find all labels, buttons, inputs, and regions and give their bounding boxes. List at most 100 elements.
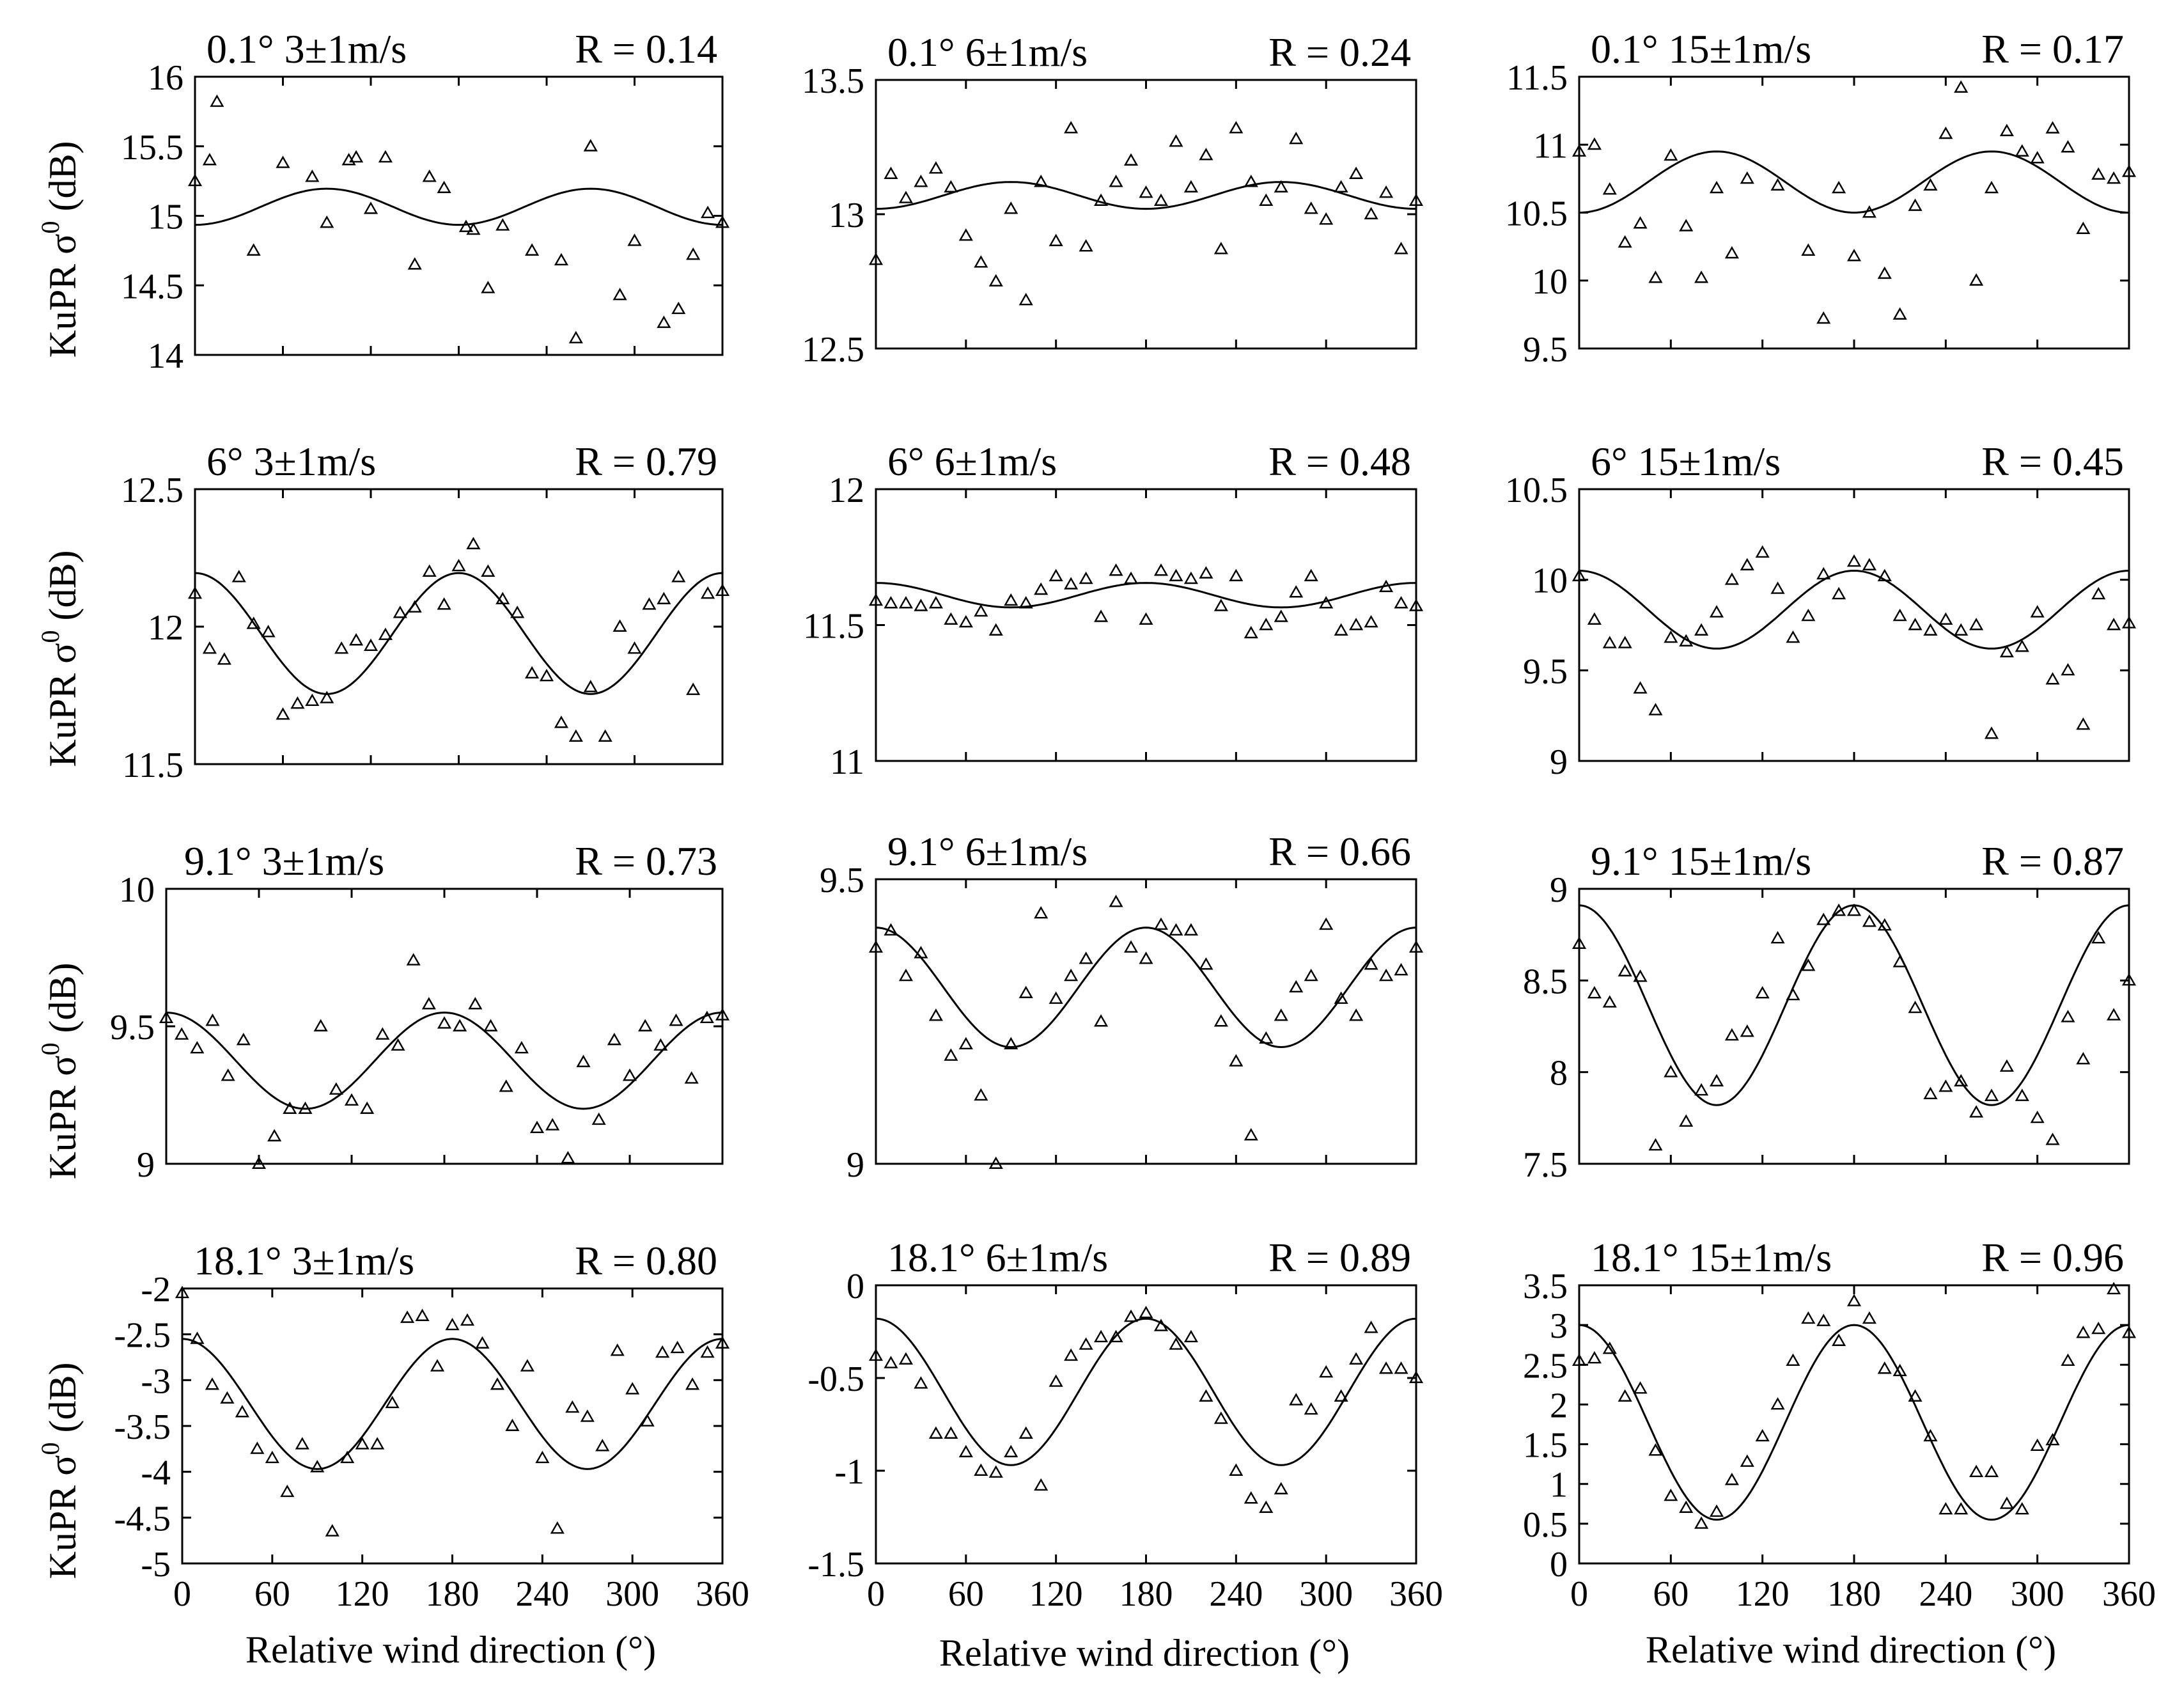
data-point [2076,717,2091,730]
data-point [1923,178,1938,191]
data-point [1892,608,1907,622]
data-point [1079,239,1093,252]
data-point [1832,180,1846,194]
svg-text:KuPR σ0 (dB): KuPR σ0 (dB) [36,962,84,1179]
chart-panel-12: 00.511.522.533.5 0 60 120 180 240 300 360 18.1° … [1523,1235,2156,1614]
ylabel-row-3: KuPR σ0 (dB) [36,962,84,1179]
data-point [385,1395,400,1409]
data-point [1572,1353,1587,1366]
data-point [1259,618,1274,630]
data-point [310,1460,325,1473]
data-point [1139,612,1153,625]
data-point [1770,581,1785,594]
fit-curve [194,572,723,695]
data-point [2091,930,2106,944]
data-point [236,1033,251,1045]
data-point [514,1040,529,1054]
data-point [2107,171,2121,184]
data-point [505,1418,520,1431]
data-point [1289,585,1304,598]
data-point [1183,571,1198,584]
data-point [1969,618,1984,630]
chart-panel-6: 9 9.5 10 10.5 6° 15±1m/s R = 0.45 [1505,439,2137,782]
data-point [1334,1389,1348,1402]
x-tick-label: 240 [515,1574,569,1614]
data-point [481,281,495,294]
panel-title-left: 6° 3±1m/s [207,439,376,484]
data-point [1064,121,1079,134]
data-point [2076,1052,2091,1065]
data-point [1289,980,1304,993]
data-point [1319,1365,1334,1378]
data-point [1587,1351,1602,1364]
y-tick-label: 15.5 [121,128,183,168]
data-point [1908,1389,1923,1402]
data-point [1572,568,1587,581]
x-tick-label: 120 [1029,1574,1083,1614]
data-point [2076,221,2091,234]
data-point [1364,957,1378,970]
data-point [699,1010,714,1024]
fit-curve [166,1011,723,1110]
y-tick-label: 9 [137,1145,155,1185]
y-tick-label: 0 [846,1267,864,1306]
data-point [1408,940,1424,953]
y-tick-label: 15 [148,198,183,237]
y-tick-label: 2.5 [1523,1346,1568,1386]
panel-title-left: 9.1° 3±1m/s [184,838,384,884]
data-point [175,1027,189,1040]
ylabel-unit: (dB) [42,962,84,1042]
data-point [320,215,334,228]
data-point [1679,1114,1694,1127]
data-point [421,997,436,1010]
data-point [1602,182,1617,195]
data-point [868,940,884,953]
data-point [1816,1313,1831,1326]
data-point [1801,243,1816,256]
data-point [1724,572,1739,585]
data-point [591,1112,606,1125]
data-point [944,1048,958,1061]
y-tick-label: 12.5 [121,471,183,510]
panel-title-left: 0.1° 6±1m/s [887,29,1088,75]
data-point [2091,586,2106,600]
data-point [1123,571,1139,584]
data-point [1064,1348,1079,1361]
data-point [1004,201,1018,214]
data-point [1378,185,1394,198]
data-point [1664,1065,1678,1077]
data-point [944,180,958,192]
fit-curve [1579,1324,2130,1521]
data-point [583,139,598,152]
data-point [529,1120,545,1134]
data-point [1755,545,1770,558]
data-point [944,1426,958,1439]
data-point [475,1336,490,1349]
x-tick-label: 60 [1653,1574,1689,1614]
data-point [261,625,276,638]
data-point [1049,233,1063,246]
panel-title-right: R = 0.73 [575,838,717,884]
data-point [1378,579,1394,592]
panel-title-left: 0.1° 15±1m/s [1591,26,1811,72]
y-tick-label: 9.5 [1523,330,1568,370]
data-point [1259,1500,1274,1513]
data-point [868,1348,884,1361]
data-point [495,591,510,604]
y-tick-label: 9.5 [820,861,864,900]
data-point [1816,311,1831,324]
y-tick-label: 8.5 [1523,962,1568,1001]
data-point [341,153,356,166]
data-point [988,1465,1003,1478]
data-point [1408,599,1424,611]
data-point [1199,957,1213,970]
data-point [466,536,481,549]
data-point [1139,185,1153,198]
data-point [1999,1059,2014,1072]
data-point [686,682,701,695]
y-tick-label: 10.5 [1505,471,1568,510]
data-point [1648,1443,1663,1456]
data-point [715,215,730,228]
data-point [1079,1337,1093,1350]
data-point [1801,958,1816,971]
